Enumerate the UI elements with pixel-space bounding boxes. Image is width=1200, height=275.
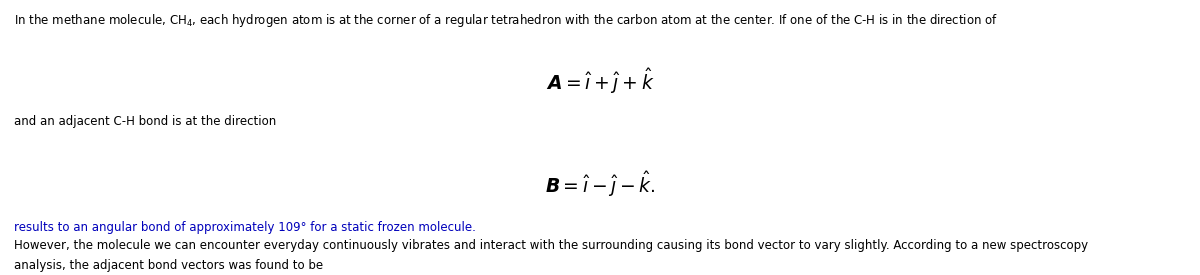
Text: and an adjacent C-H bond is at the direction: and an adjacent C-H bond is at the direc… xyxy=(14,116,277,128)
Text: results to an angular bond of approximately 109° for a static frozen molecule.: results to an angular bond of approximat… xyxy=(14,221,476,234)
Text: In the methane molecule, CH$_4$, each hydrogen atom is at the corner of a regula: In the methane molecule, CH$_4$, each hy… xyxy=(14,12,998,29)
Text: However, the molecule we can encounter everyday continuously vibrates and intera: However, the molecule we can encounter e… xyxy=(14,239,1088,252)
Text: analysis, the adjacent bond vectors was found to be: analysis, the adjacent bond vectors was … xyxy=(14,258,324,271)
Text: $\boldsymbol{B} = \hat{\imath}-\hat{\jmath}-\hat{k}.$: $\boldsymbol{B} = \hat{\imath}-\hat{\jma… xyxy=(545,169,655,199)
Text: $\boldsymbol{A} = \hat{\imath}+\hat{\jmath}+\hat{k}$: $\boldsymbol{A} = \hat{\imath}+\hat{\jma… xyxy=(546,66,654,96)
